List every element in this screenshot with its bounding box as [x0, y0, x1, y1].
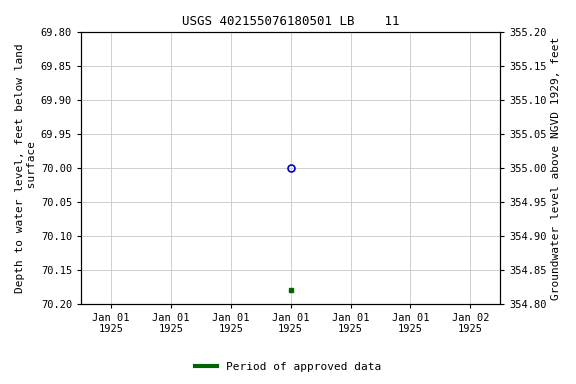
- Y-axis label: Groundwater level above NGVD 1929, feet: Groundwater level above NGVD 1929, feet: [551, 36, 561, 300]
- Legend: Period of approved data: Period of approved data: [191, 358, 385, 377]
- Y-axis label: Depth to water level, feet below land
 surface: Depth to water level, feet below land su…: [15, 43, 37, 293]
- Title: USGS 402155076180501 LB    11: USGS 402155076180501 LB 11: [182, 15, 399, 28]
